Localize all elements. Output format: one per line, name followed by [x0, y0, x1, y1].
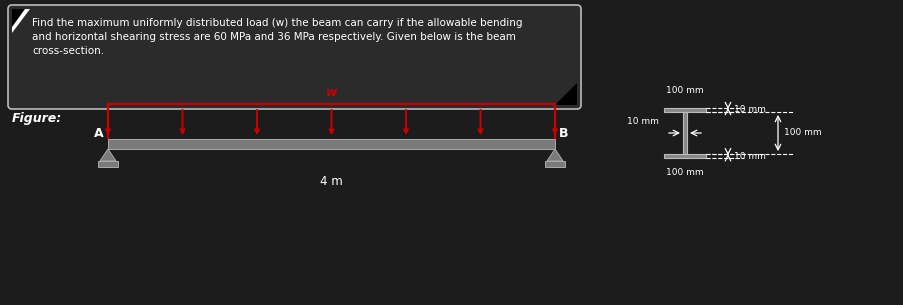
Polygon shape: [554, 83, 576, 105]
Text: 10 mm: 10 mm: [733, 106, 765, 114]
Bar: [107, 139, 554, 149]
Text: 10 mm: 10 mm: [733, 152, 765, 161]
Text: A: A: [94, 127, 104, 140]
Text: 100 mm: 100 mm: [666, 86, 703, 95]
Bar: [664, 108, 705, 112]
Text: cross-section.: cross-section.: [32, 46, 104, 56]
Text: and horizontal shearing stress are 60 MPa and 36 MPa respectively. Given below i: and horizontal shearing stress are 60 MP…: [32, 32, 516, 42]
Text: 4 m: 4 m: [320, 175, 342, 188]
FancyBboxPatch shape: [8, 5, 581, 109]
Text: w: w: [325, 86, 337, 99]
Text: 100 mm: 100 mm: [783, 128, 821, 138]
Polygon shape: [100, 149, 116, 161]
Text: Find the maximum uniformly distributed load (w) the beam can carry if the allowa: Find the maximum uniformly distributed l…: [32, 18, 522, 28]
Text: B: B: [558, 127, 568, 140]
Bar: [682, 112, 686, 154]
Polygon shape: [546, 149, 563, 161]
Polygon shape: [12, 9, 30, 33]
Bar: [545, 161, 564, 167]
Polygon shape: [12, 9, 25, 27]
Bar: [664, 154, 705, 158]
Text: 10 mm: 10 mm: [627, 117, 658, 126]
Text: Figure:: Figure:: [12, 112, 62, 125]
Text: 100 mm: 100 mm: [666, 168, 703, 177]
Bar: [98, 161, 118, 167]
